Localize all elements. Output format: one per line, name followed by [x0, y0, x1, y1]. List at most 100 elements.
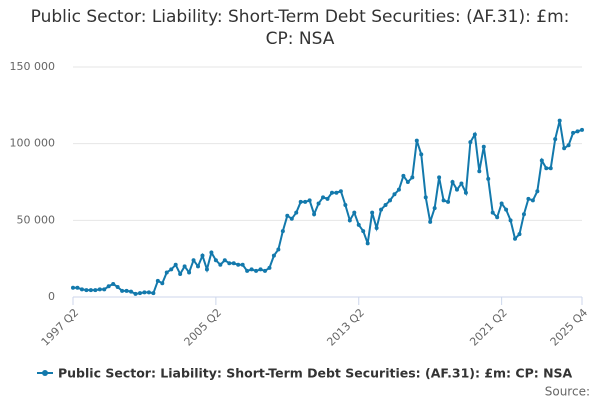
- point: [276, 247, 281, 252]
- point: [307, 198, 312, 203]
- y-tick-label: 150 000: [10, 60, 56, 73]
- point: [218, 262, 223, 267]
- point: [562, 146, 567, 151]
- point: [499, 201, 504, 206]
- point: [481, 144, 486, 149]
- chart-title: Public Sector: Liability: Short-Term Deb…: [30, 7, 570, 49]
- point: [146, 290, 151, 295]
- point: [133, 291, 138, 296]
- point: [258, 267, 263, 272]
- point: [88, 288, 93, 293]
- point: [79, 287, 84, 292]
- point: [245, 268, 250, 273]
- point: [213, 258, 218, 263]
- point: [508, 218, 513, 223]
- point: [200, 253, 205, 258]
- point: [437, 175, 442, 180]
- point: [280, 229, 285, 234]
- point: [347, 218, 352, 223]
- point: [321, 195, 326, 200]
- point: [325, 196, 330, 201]
- point: [169, 267, 174, 272]
- point: [553, 137, 558, 142]
- point: [571, 130, 576, 135]
- point: [338, 189, 343, 194]
- legend-marker: [42, 370, 48, 376]
- point: [517, 232, 522, 237]
- point: [361, 229, 366, 234]
- point: [370, 210, 375, 215]
- point: [521, 212, 526, 217]
- point: [356, 222, 361, 227]
- point: [383, 203, 388, 207]
- point: [115, 285, 120, 290]
- point: [303, 199, 308, 204]
- point: [463, 190, 468, 195]
- point: [209, 250, 214, 255]
- point: [222, 258, 227, 263]
- point: [231, 261, 236, 266]
- point: [111, 281, 116, 286]
- point: [530, 198, 535, 203]
- point: [262, 268, 267, 273]
- point: [271, 253, 276, 258]
- x-tick-label: 2013 Q2: [324, 306, 367, 349]
- point: [566, 143, 571, 148]
- point: [316, 201, 321, 206]
- x-tick-label: 2021 Q2: [467, 306, 510, 349]
- point: [454, 187, 459, 192]
- y-tick-label: 50 000: [17, 213, 56, 226]
- point: [575, 129, 580, 134]
- y-tick-label: 0: [48, 290, 55, 303]
- point: [240, 262, 245, 267]
- point: [548, 166, 553, 171]
- point: [71, 285, 75, 290]
- point: [334, 190, 339, 195]
- point: [254, 268, 259, 273]
- point: [155, 278, 160, 283]
- point: [410, 175, 415, 180]
- point: [227, 261, 232, 266]
- point: [75, 285, 80, 290]
- point: [97, 287, 102, 292]
- point: [196, 264, 201, 269]
- point: [477, 169, 482, 174]
- point: [106, 284, 111, 289]
- point: [392, 192, 397, 197]
- point: [352, 210, 357, 215]
- point: [388, 198, 393, 203]
- point: [343, 203, 348, 207]
- point: [164, 270, 169, 275]
- point: [93, 288, 98, 293]
- point: [173, 262, 178, 267]
- point: [539, 158, 544, 163]
- point: [312, 212, 317, 217]
- point: [557, 118, 562, 123]
- point: [446, 199, 451, 204]
- x-tick-label: 1997 Q2: [39, 306, 82, 349]
- point: [142, 290, 147, 295]
- point: [432, 206, 437, 211]
- point: [160, 281, 165, 286]
- point: [191, 258, 196, 263]
- point: [178, 272, 183, 276]
- point: [423, 195, 428, 200]
- point: [472, 132, 477, 137]
- point: [526, 196, 531, 201]
- y-tick-label: 100 000: [10, 137, 56, 150]
- point: [495, 215, 500, 220]
- point: [379, 207, 384, 212]
- point: [187, 270, 192, 275]
- point: [151, 291, 156, 296]
- point: [267, 265, 272, 270]
- x-tick-label: 2005 Q2: [182, 306, 225, 349]
- point: [204, 267, 209, 272]
- point: [459, 181, 464, 186]
- point: [401, 173, 406, 178]
- source: Source:: [545, 385, 590, 399]
- point: [490, 210, 495, 215]
- point: [329, 190, 334, 195]
- point: [84, 288, 89, 293]
